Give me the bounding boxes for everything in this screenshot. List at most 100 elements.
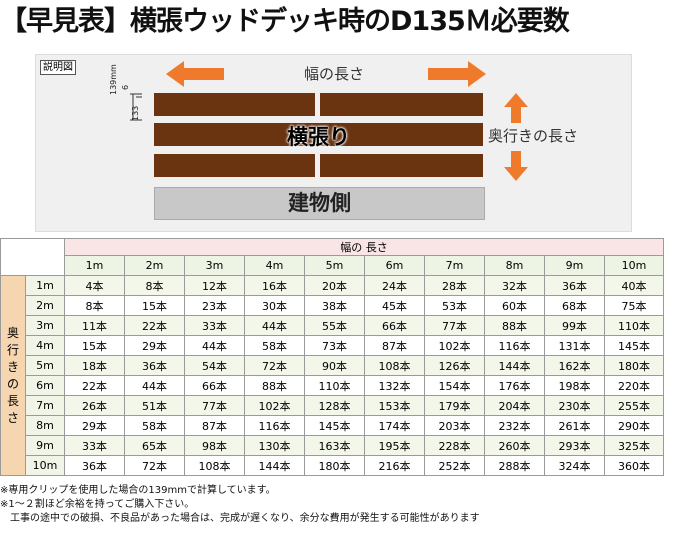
table-cell: 132本 [364, 375, 425, 396]
table-cell: 174本 [364, 415, 425, 436]
table-cell: 36本 [544, 275, 605, 296]
table-cell: 102本 [424, 335, 485, 356]
table-cell: 144本 [484, 355, 545, 376]
arrow-right-icon [428, 61, 486, 87]
arrow-up-icon [504, 93, 528, 123]
row-header: 9m [25, 435, 65, 456]
table-cell: 60本 [484, 295, 545, 316]
table-cell: 55本 [304, 315, 365, 336]
table-cell: 232本 [484, 415, 545, 436]
table-cell: 116本 [244, 415, 305, 436]
quantity-table: 幅の 長さ 1m 2m 3m 4m 5m 6m 7m 8m 9m 10m 奥行きの長さ 1m 4本 8本 12… [0, 238, 664, 476]
note-line: ※1～２割ほど余裕を持ってご購入下さい。 [0, 499, 195, 510]
table-cell: 40本 [604, 275, 664, 296]
table-cell: 16本 [244, 275, 305, 296]
column-header: 2m [124, 255, 185, 276]
table-cell: 228本 [424, 435, 485, 456]
deck-board [320, 93, 483, 116]
table-cell: 90本 [304, 355, 365, 376]
table-cell: 18本 [64, 355, 125, 376]
table-cell: 45本 [364, 295, 425, 316]
table-cell: 261本 [544, 415, 605, 436]
table-cell: 8本 [64, 295, 125, 316]
table-cell: 87本 [364, 335, 425, 356]
table-cell: 11本 [64, 315, 125, 336]
deck-board [320, 154, 483, 177]
table-cell: 290本 [604, 415, 664, 436]
table-cell: 12本 [184, 275, 245, 296]
diagram-label: 説明図 [40, 60, 76, 75]
table-cell: 325本 [604, 435, 664, 456]
table-cell: 131本 [544, 335, 605, 356]
dimension-139mm: 139mm [109, 64, 118, 95]
table-cell: 153本 [364, 395, 425, 416]
table-cell: 65本 [124, 435, 185, 456]
table-cell: 77本 [184, 395, 245, 416]
notes: ※専用クリップを使用した場合の139mmで計算しています。 ※1～２割ほど余裕を… [0, 484, 480, 526]
table-cell: 108本 [364, 355, 425, 376]
table-cell: 32本 [484, 275, 545, 296]
table-cell: 110本 [304, 375, 365, 396]
table-cell: 30本 [244, 295, 305, 316]
dimension-gap: 6 [121, 84, 130, 90]
table-cell: 8本 [124, 275, 185, 296]
note-line: 工事の途中での破損、不良品があった場合は、完成が遅くなり、余分な費用が発生する可… [10, 513, 480, 524]
table-cell: 72本 [244, 355, 305, 376]
width-header: 幅の 長さ [64, 238, 664, 256]
column-header: 1m [64, 255, 125, 276]
table-cell: 29本 [64, 415, 125, 436]
row-header: 4m [25, 335, 65, 356]
width-label: 幅の長さ [303, 65, 364, 83]
explanation-diagram: 説明図 幅の長さ 139mm 6 133 横張り 建物側 奥行きの長さ [35, 54, 632, 232]
table-cell: 24本 [364, 275, 425, 296]
table-cell: 176本 [484, 375, 545, 396]
table-row: 2m 8本 15本 23本 30本 38本 45本 53本 60本 68本 75本 [1, 295, 664, 316]
note-line: ※専用クリップを使用した場合の139mmで計算しています。 [0, 485, 276, 496]
page-title: 【早見表】横張ウッドデッキ時のD135Ｍ必要数 [0, 6, 570, 37]
arrow-down-icon [504, 151, 528, 181]
dimension-bracket-icon [130, 93, 142, 121]
table-cell: 66本 [184, 375, 245, 396]
table-cell: 360本 [604, 455, 664, 476]
table-cell: 29本 [124, 335, 185, 356]
table-cell: 203本 [424, 415, 485, 436]
depth-label: 奥行きの長さ [488, 127, 579, 145]
column-header: 4m [244, 255, 305, 276]
deck-board [154, 123, 483, 146]
table-cell: 255本 [604, 395, 664, 416]
column-header: 8m [484, 255, 545, 276]
column-header: 5m [304, 255, 365, 276]
table-cell: 58本 [244, 335, 305, 356]
deck-board [154, 93, 315, 116]
table-cell: 216本 [364, 455, 425, 476]
table-cell: 324本 [544, 455, 605, 476]
boards-label: 横張り [287, 125, 350, 149]
depth-header: 奥行きの長さ [0, 275, 26, 476]
table-cell: 162本 [544, 355, 605, 376]
table-cell: 99本 [544, 315, 605, 336]
table-cell: 180本 [604, 355, 664, 376]
depth-header-text: 奥行きの長さ [6, 325, 19, 425]
table-cell: 36本 [124, 355, 185, 376]
table-cell: 23本 [184, 295, 245, 316]
table-cell: 293本 [544, 435, 605, 456]
table-cell: 102本 [244, 395, 305, 416]
table-cell: 128本 [304, 395, 365, 416]
table-cell: 163本 [304, 435, 365, 456]
table-cell: 4本 [64, 275, 125, 296]
table-cell: 110本 [604, 315, 664, 336]
table-row: 3m 11本 22本 33本 44本 55本 66本 77本 88本 99本 110本 [1, 315, 664, 336]
table-row: 6m 22本 44本 66本 88本 110本 132本 154本 176本 198本 220本 [1, 375, 664, 396]
column-header: 6m [364, 255, 425, 276]
table-cell: 73本 [304, 335, 365, 356]
table-cell: 28本 [424, 275, 485, 296]
table-cell: 33本 [64, 435, 125, 456]
table-cell: 44本 [124, 375, 185, 396]
table-cell: 15本 [124, 295, 185, 316]
table-cell: 26本 [64, 395, 125, 416]
table-cell: 36本 [64, 455, 125, 476]
table-row: 8m 29本 58本 87本 116本 145本 174本 203本 232本 261本 290本 [1, 415, 664, 436]
table-cell: 195本 [364, 435, 425, 456]
row-header: 6m [25, 375, 65, 396]
table-cell: 20本 [304, 275, 365, 296]
